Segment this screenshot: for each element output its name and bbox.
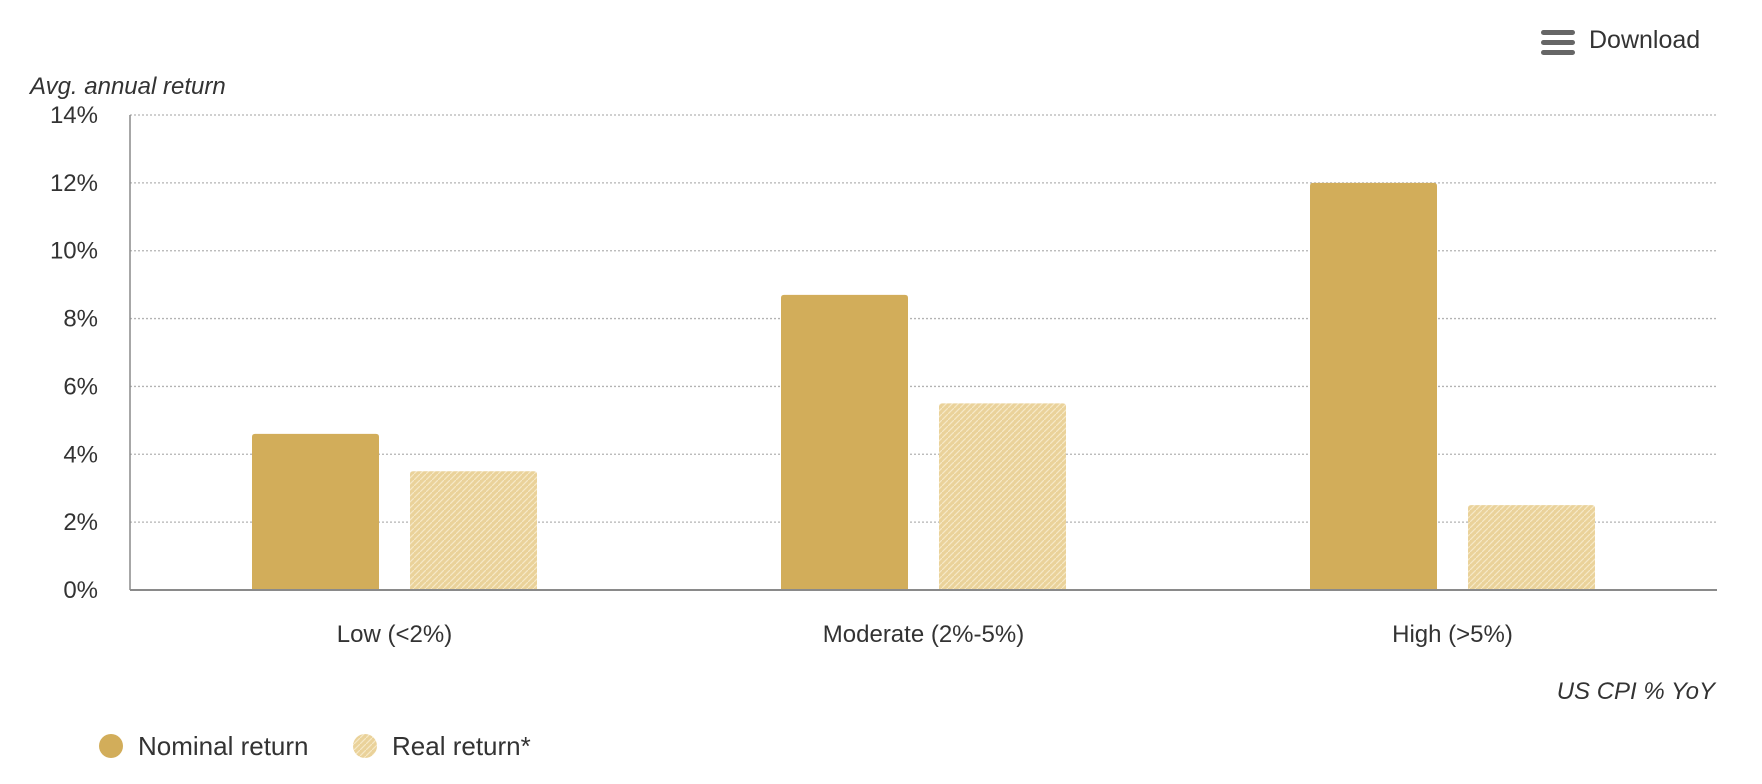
download-button[interactable]: Download bbox=[1541, 26, 1700, 55]
menu-icon bbox=[1541, 30, 1575, 55]
y-tick-label: 8% bbox=[63, 306, 98, 333]
legend-marker bbox=[99, 734, 123, 758]
x-axis-ticks: Low (<2%) Moderate (2%-5%) High (>5%) bbox=[337, 621, 1513, 648]
legend-item-real[interactable]: Real return* bbox=[353, 731, 531, 761]
gridlines bbox=[130, 114, 1717, 523]
x-tick-label: Moderate (2%-5%) bbox=[823, 621, 1024, 648]
bar-nominal-2[interactable] bbox=[1310, 182, 1437, 590]
legend-label: Real return* bbox=[392, 731, 531, 761]
y-axis-ticks: 0% 2% 4% 6% 8% 10% 12% 14% bbox=[50, 102, 98, 604]
legend-item-nominal[interactable]: Nominal return bbox=[99, 731, 309, 761]
y-tick-label: 10% bbox=[50, 238, 98, 265]
x-axis-title: US CPI % YoY bbox=[1557, 678, 1717, 705]
axes bbox=[129, 115, 1717, 591]
x-tick-label: High (>5%) bbox=[1392, 621, 1513, 648]
bars bbox=[252, 182, 1595, 590]
bar-nominal-1[interactable] bbox=[781, 294, 908, 590]
y-axis-title: Avg. annual return bbox=[28, 73, 226, 100]
bar-nominal-0[interactable] bbox=[252, 433, 379, 590]
y-tick-label: 0% bbox=[63, 577, 98, 604]
y-tick-label: 12% bbox=[50, 170, 98, 197]
x-tick-label: Low (<2%) bbox=[337, 621, 452, 648]
y-tick-label: 2% bbox=[63, 509, 98, 536]
legend-marker bbox=[353, 734, 377, 758]
legend: Nominal return Real return* bbox=[99, 731, 531, 761]
bar-real-0[interactable] bbox=[410, 471, 537, 590]
download-label: Download bbox=[1589, 26, 1700, 54]
legend-label: Nominal return bbox=[138, 731, 309, 761]
y-tick-label: 6% bbox=[63, 373, 98, 400]
y-tick-label: 14% bbox=[50, 102, 98, 129]
y-tick-label: 4% bbox=[63, 441, 98, 468]
bar-real-2[interactable] bbox=[1468, 505, 1595, 590]
bar-real-1[interactable] bbox=[939, 403, 1066, 590]
